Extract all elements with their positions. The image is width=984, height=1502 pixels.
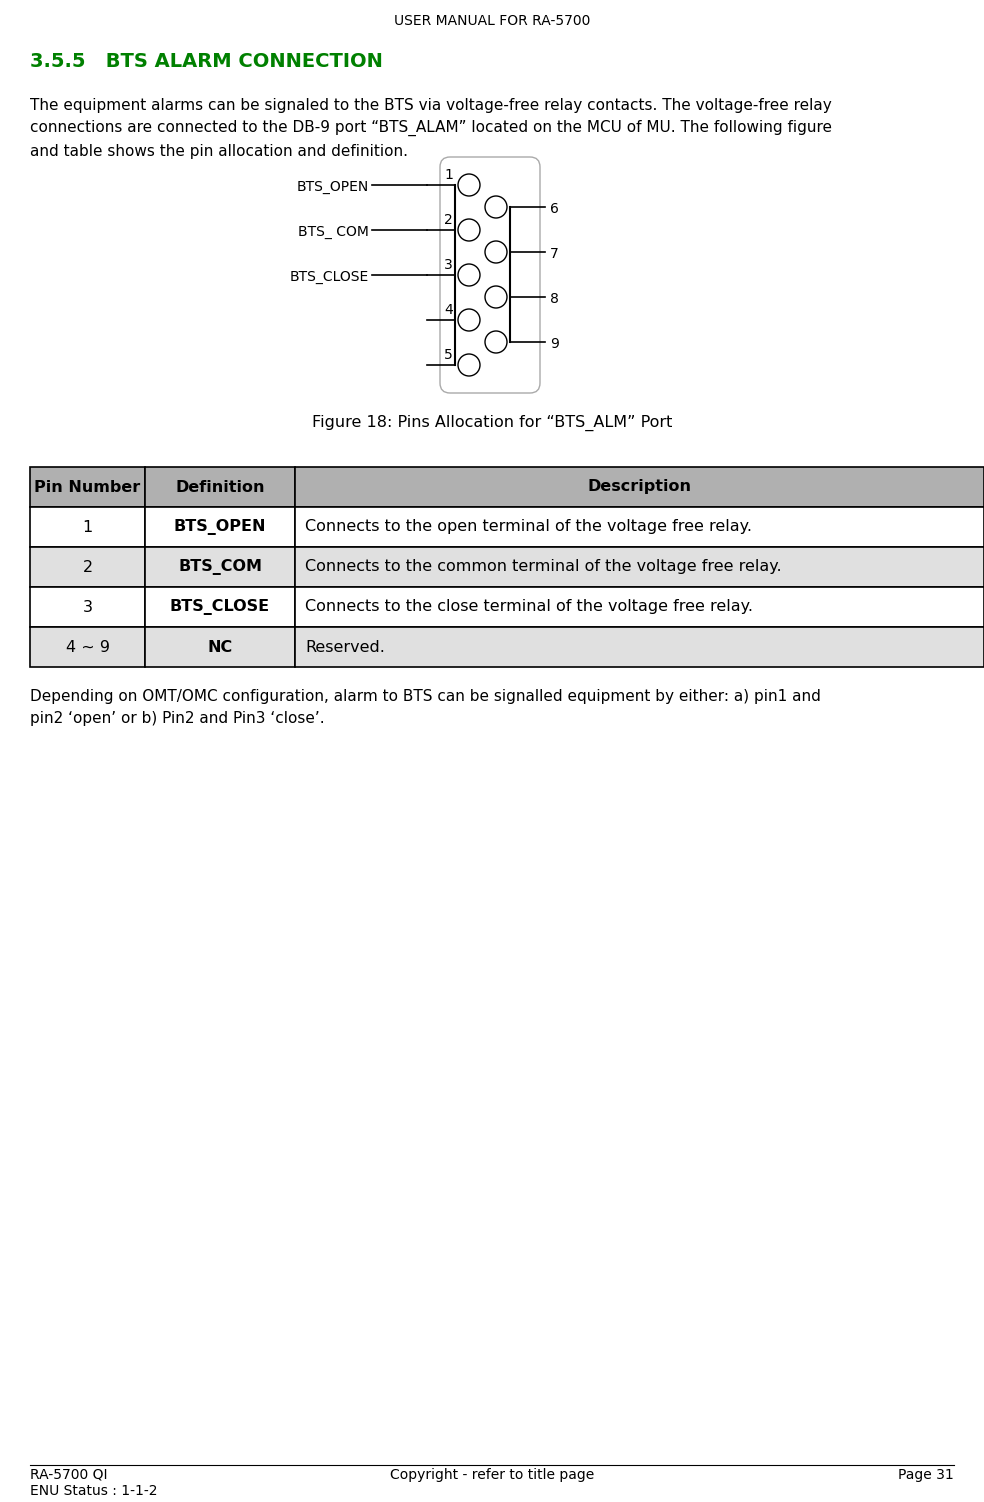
Text: 4 ~ 9: 4 ~ 9	[66, 640, 109, 655]
Text: 1: 1	[444, 168, 453, 182]
Text: 3: 3	[444, 258, 453, 272]
Text: Depending on OMT/OMC configuration, alarm to BTS can be signalled equipment by e: Depending on OMT/OMC configuration, alar…	[30, 689, 821, 725]
Text: 6: 6	[550, 201, 559, 216]
Text: 2: 2	[444, 213, 453, 227]
Text: 5: 5	[444, 348, 453, 362]
Text: BTS_CLOSE: BTS_CLOSE	[289, 270, 369, 284]
Text: Connects to the common terminal of the voltage free relay.: Connects to the common terminal of the v…	[305, 560, 781, 574]
Bar	[145, 547, 295, 587]
Text: 4: 4	[444, 303, 453, 317]
Text: Definition: Definition	[175, 479, 265, 494]
Text: BTS_CLOSE: BTS_CLOSE	[170, 599, 270, 614]
Text: Connects to the open terminal of the voltage free relay.: Connects to the open terminal of the vol…	[305, 520, 752, 535]
Bar	[30, 587, 145, 626]
Bar	[295, 626, 984, 667]
Text: Pin Number: Pin Number	[34, 479, 141, 494]
Text: BTS_COM: BTS_COM	[178, 559, 262, 575]
Text: NC: NC	[208, 640, 232, 655]
Bar	[30, 508, 145, 547]
Text: 2: 2	[83, 560, 92, 574]
Text: 9: 9	[550, 336, 559, 351]
FancyBboxPatch shape	[440, 158, 540, 394]
Bar	[145, 508, 295, 547]
Text: 1: 1	[83, 520, 92, 535]
Text: Connects to the close terminal of the voltage free relay.: Connects to the close terminal of the vo…	[305, 599, 753, 614]
Bar	[295, 508, 984, 547]
Bar	[145, 626, 295, 667]
Text: BTS_OPEN: BTS_OPEN	[174, 520, 267, 535]
Text: Figure 18: Pins Allocation for “BTS_ALM” Port: Figure 18: Pins Allocation for “BTS_ALM”…	[312, 415, 672, 431]
Text: 7: 7	[550, 246, 559, 261]
Bar	[145, 467, 295, 508]
Text: The equipment alarms can be signaled to the BTS via voltage-free relay contacts.: The equipment alarms can be signaled to …	[30, 98, 832, 159]
Text: Description: Description	[587, 479, 692, 494]
Text: Copyright - refer to title page: Copyright - refer to title page	[390, 1467, 594, 1482]
Text: RA-5700 QI
ENU Status : 1-1-2: RA-5700 QI ENU Status : 1-1-2	[30, 1467, 157, 1497]
Bar	[30, 467, 145, 508]
Bar	[145, 587, 295, 626]
Text: BTS_ COM: BTS_ COM	[298, 225, 369, 239]
Bar	[295, 547, 984, 587]
Text: Reserved.: Reserved.	[305, 640, 385, 655]
Text: Page 31: Page 31	[898, 1467, 954, 1482]
Text: 8: 8	[550, 291, 559, 306]
Text: BTS_OPEN: BTS_OPEN	[297, 180, 369, 194]
Text: 3: 3	[83, 599, 92, 614]
Text: USER MANUAL FOR RA-5700: USER MANUAL FOR RA-5700	[394, 14, 590, 29]
Bar	[30, 626, 145, 667]
Text: 3.5.5   BTS ALARM CONNECTION: 3.5.5 BTS ALARM CONNECTION	[30, 53, 383, 71]
Bar	[30, 547, 145, 587]
Bar	[295, 467, 984, 508]
Bar	[295, 587, 984, 626]
